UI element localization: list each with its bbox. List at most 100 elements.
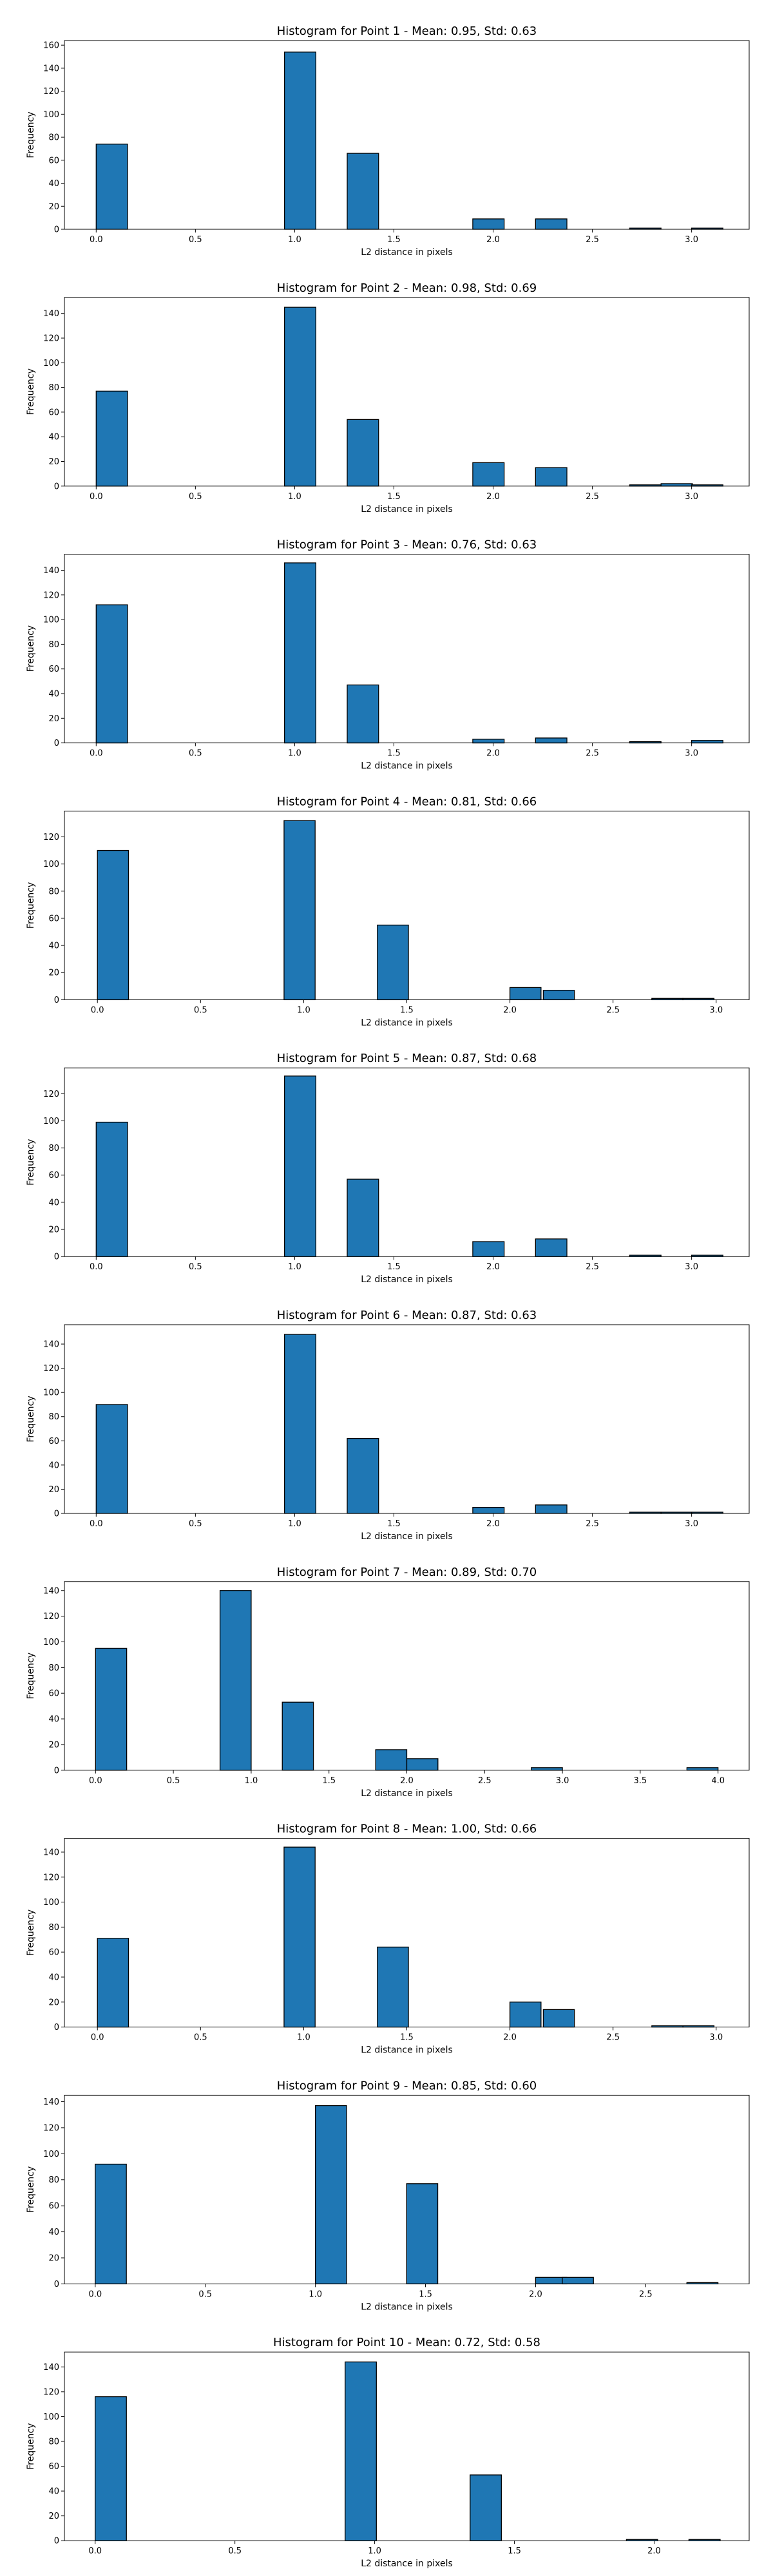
- x-tick-label: 2.5: [606, 1005, 620, 1015]
- histogram-bar: [535, 1238, 568, 1257]
- chart-title: Histogram for Point 5 - Mean: 0.87, Std:…: [277, 1052, 537, 1065]
- histogram-panel: Histogram for Point 10 - Mean: 0.72, Std…: [26, 2336, 750, 2569]
- x-tick-label: 2.0: [647, 2546, 661, 2556]
- chart-title: Histogram for Point 10 - Mean: 0.72, Std…: [273, 2336, 540, 2349]
- x-tick-label: 1.0: [288, 1519, 301, 1529]
- x-tick-label: 2.5: [586, 235, 599, 245]
- x-axis-label: L2 distance in pixels: [361, 2045, 453, 2056]
- x-tick-label: 2.0: [486, 749, 500, 759]
- x-tick-label: 0.0: [91, 1005, 104, 1015]
- histogram-bar: [535, 737, 568, 744]
- y-tick-label: 120: [43, 2387, 59, 2397]
- y-tick-label: 140: [43, 1848, 59, 1857]
- x-tick-label: 3.0: [556, 1776, 569, 1786]
- y-tick-label: 40: [48, 433, 59, 442]
- x-tick-label: 3.0: [685, 235, 698, 245]
- y-tick-label: 40: [48, 2487, 59, 2497]
- x-tick-label: 2.0: [486, 492, 500, 502]
- x-tick-label: 3.0: [709, 2033, 723, 2043]
- y-tick-label: 0: [54, 225, 59, 235]
- y-tick-label: 80: [48, 1663, 59, 1673]
- y-axis-label: Frequency: [26, 1653, 36, 1699]
- x-axis-label: L2 distance in pixels: [361, 1018, 453, 1028]
- histogram-bar: [509, 987, 542, 1001]
- histogram-bar: [686, 1767, 719, 1771]
- y-tick-label: 60: [48, 408, 59, 417]
- histogram-bar: [283, 1846, 316, 2028]
- x-axis-label: L2 distance in pixels: [361, 2559, 453, 2569]
- y-tick-label: 140: [43, 566, 59, 576]
- y-tick-label: 60: [48, 914, 59, 923]
- x-tick-label: 2.0: [529, 2289, 542, 2299]
- x-tick-label: 2.5: [586, 1519, 599, 1529]
- x-tick-label: 3.0: [685, 749, 698, 759]
- y-axis-label: Frequency: [26, 625, 36, 672]
- histogram-bar: [345, 2361, 377, 2541]
- x-tick-label: 0.5: [228, 2546, 242, 2556]
- histogram-bar: [472, 1506, 505, 1514]
- x-tick-label: 0.5: [189, 1262, 202, 1272]
- y-tick-label: 20: [48, 2512, 59, 2521]
- y-tick-label: 120: [43, 2123, 59, 2133]
- y-tick-label: 80: [48, 887, 59, 896]
- y-tick-label: 120: [43, 334, 59, 343]
- x-tick-label: 1.0: [368, 2546, 381, 2556]
- histogram-bar: [535, 218, 568, 230]
- y-tick-label: 60: [48, 1437, 59, 1446]
- y-tick-label: 100: [43, 110, 59, 120]
- y-tick-label: 20: [48, 1740, 59, 1750]
- y-tick-label: 80: [48, 2437, 59, 2447]
- x-tick-label: 0.0: [89, 2289, 102, 2299]
- chart-title: Histogram for Point 7 - Mean: 0.89, Std:…: [277, 1566, 537, 1579]
- y-tick-label: 20: [48, 1998, 59, 2007]
- x-tick-label: 4.0: [711, 1776, 725, 1786]
- x-tick-label: 1.0: [288, 1262, 301, 1272]
- x-tick-label: 1.0: [309, 2289, 322, 2299]
- y-tick-label: 140: [43, 2098, 59, 2107]
- x-tick-label: 1.0: [297, 2033, 310, 2043]
- x-tick-label: 0.0: [91, 2033, 104, 2043]
- y-tick-label: 140: [43, 64, 59, 73]
- chart-title: Histogram for Point 3 - Mean: 0.76, Std:…: [277, 538, 537, 552]
- histogram-bar: [470, 2474, 502, 2541]
- y-tick-label: 20: [48, 2253, 59, 2263]
- histogram-bar: [283, 820, 316, 1001]
- x-tick-label: 3.0: [709, 1005, 723, 1015]
- histogram-bar: [472, 1241, 505, 1257]
- histogram-bar: [472, 218, 505, 230]
- x-tick-label: 0.5: [189, 492, 202, 502]
- x-axis-label: L2 distance in pixels: [361, 1788, 453, 1799]
- x-tick-label: 2.5: [639, 2289, 653, 2299]
- histogram-bar: [472, 462, 505, 487]
- histogram-bar: [95, 2396, 127, 2541]
- x-tick-label: 0.5: [189, 749, 202, 759]
- y-tick-label: 100: [43, 1638, 59, 1647]
- x-tick-label: 0.5: [194, 1005, 207, 1015]
- y-tick-label: 20: [48, 969, 59, 978]
- y-tick-label: 60: [48, 1689, 59, 1699]
- x-axis-label: L2 distance in pixels: [361, 2302, 453, 2312]
- x-tick-label: 1.0: [297, 1005, 310, 1015]
- histogram-bar: [95, 390, 128, 487]
- x-tick-label: 0.5: [189, 235, 202, 245]
- y-tick-label: 20: [48, 1226, 59, 1235]
- histogram-bar: [283, 1334, 316, 1514]
- y-tick-label: 100: [43, 2412, 59, 2422]
- x-axis-label: L2 distance in pixels: [361, 504, 453, 515]
- y-tick-label: 40: [48, 942, 59, 951]
- y-tick-label: 80: [48, 640, 59, 650]
- chart-title: Histogram for Point 8 - Mean: 1.00, Std:…: [277, 1823, 537, 1836]
- y-tick-label: 60: [48, 1948, 59, 1958]
- y-tick-label: 80: [48, 2175, 59, 2185]
- x-tick-label: 2.0: [400, 1776, 414, 1786]
- histogram-panel: Histogram for Point 4 - Mean: 0.81, Std:…: [26, 795, 750, 1028]
- histogram-bar: [542, 2009, 575, 2028]
- histogram-bar: [562, 2277, 594, 2285]
- histogram-bar: [97, 1938, 129, 2028]
- histogram-bar: [472, 739, 505, 744]
- y-tick-label: 80: [48, 1144, 59, 1153]
- y-tick-label: 0: [54, 2537, 59, 2546]
- histogram-bar: [95, 144, 128, 230]
- histogram-panel: Histogram for Point 6 - Mean: 0.87, Std:…: [26, 1309, 750, 1542]
- histogram-bar: [531, 1767, 563, 1771]
